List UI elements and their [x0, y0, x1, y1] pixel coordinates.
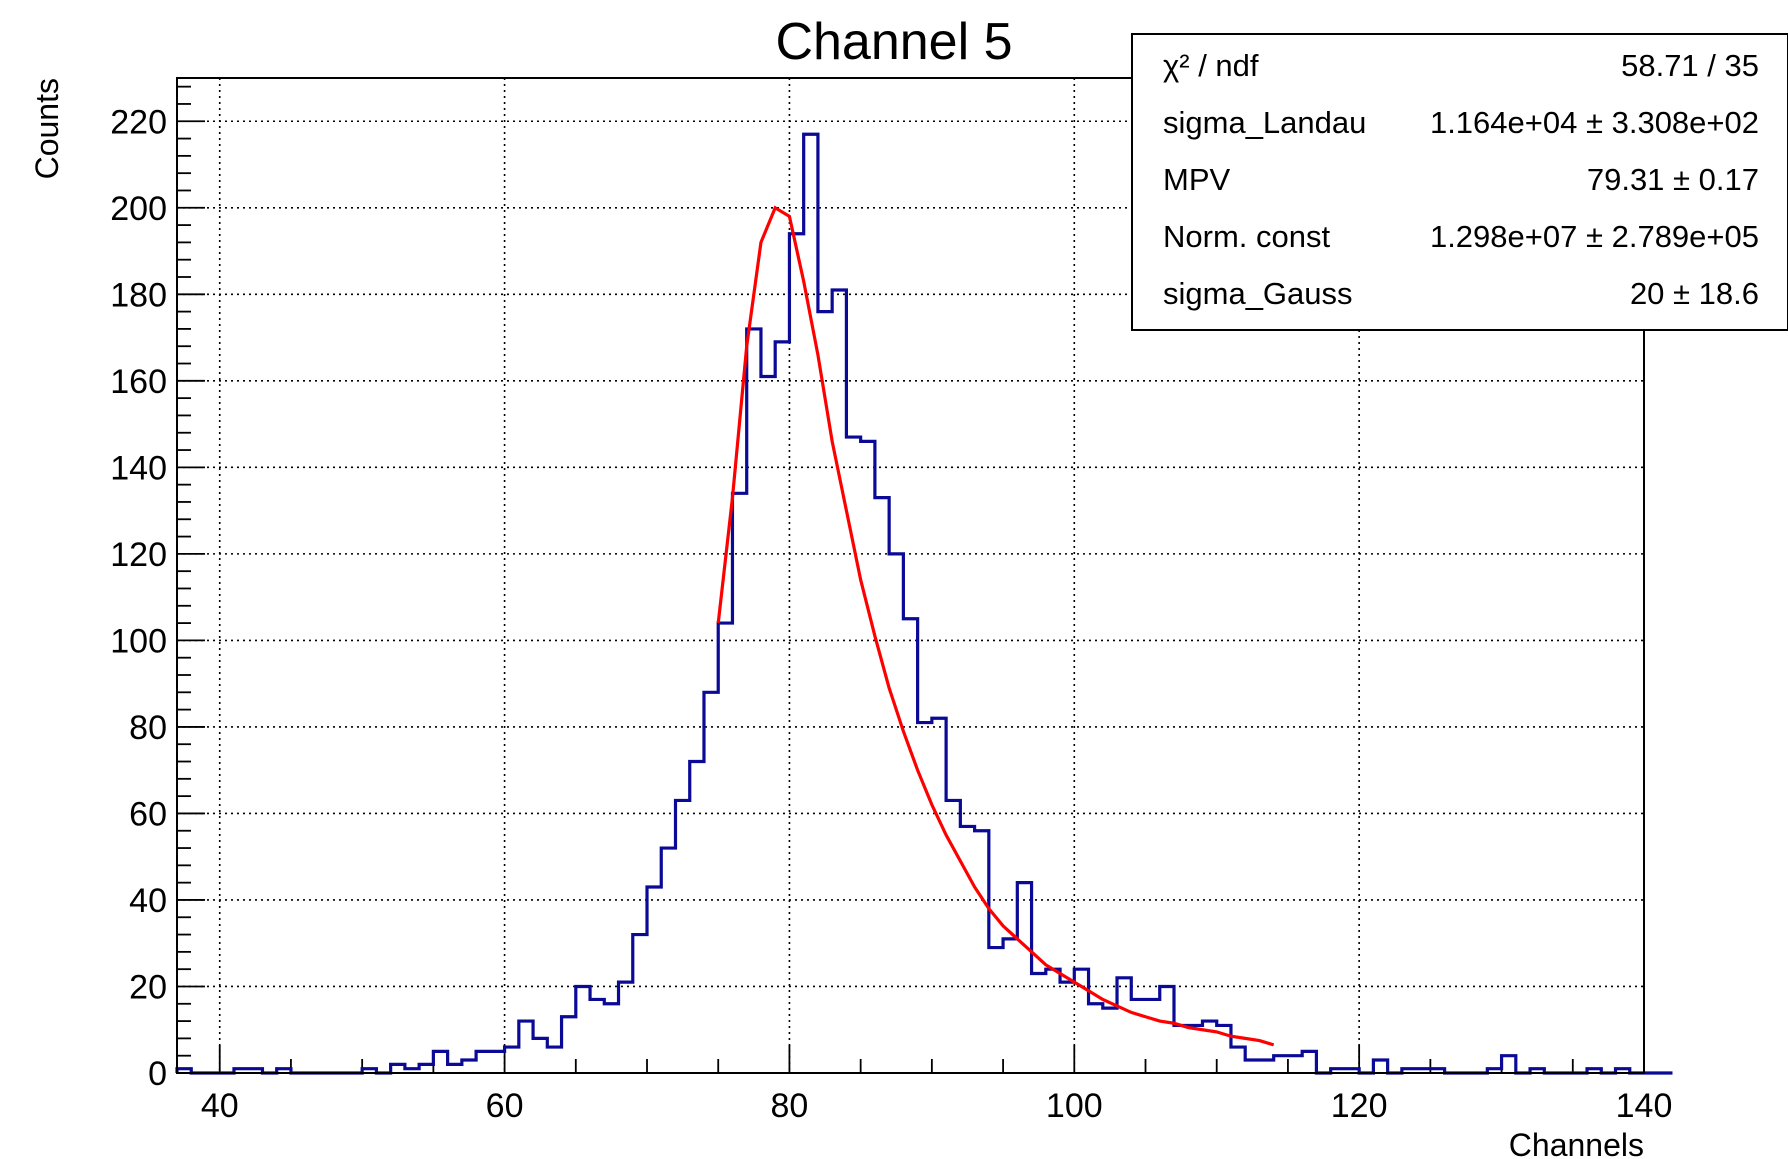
stats-label: MPV [1163, 162, 1231, 197]
x-tick-label: 40 [201, 1087, 239, 1125]
x-tick-label: 140 [1616, 1087, 1673, 1125]
x-tick-label: 60 [486, 1087, 524, 1125]
plot-frame [176, 77, 1645, 1074]
fit-stats-box: χ² / ndf 58.71 / 35 sigma_Landau 1.164e+… [1131, 33, 1788, 331]
stats-row-sigma-gauss: sigma_Gauss 20 ± 18.6 [1163, 269, 1759, 319]
y-tick-label: 40 [129, 882, 167, 920]
y-tick-label: 120 [110, 536, 167, 574]
stats-row-sigma-landau: sigma_Landau 1.164e+04 ± 3.308e+02 [1163, 98, 1759, 148]
y-tick-label: 20 [129, 968, 167, 1006]
y-axis-label: Counts [29, 78, 65, 179]
x-axis-label: Channels [1509, 1127, 1644, 1159]
stats-row-chi2: χ² / ndf 58.71 / 35 [1163, 41, 1759, 91]
y-tick-label: 100 [110, 622, 167, 660]
stats-label: sigma_Gauss [1163, 276, 1353, 311]
stats-label: Norm. const [1163, 219, 1331, 254]
stats-value: 1.298e+07 ± 2.789e+05 [1429, 219, 1759, 254]
x-tick-label: 120 [1331, 1087, 1388, 1125]
x-tick-labels: 40 60 80 100 120 140 [201, 1087, 1673, 1125]
stats-value: 79.31 ± 0.17 [1586, 162, 1759, 197]
y-tick-label: 220 [110, 103, 167, 141]
stats-label: χ² / ndf [1163, 48, 1259, 83]
y-tick-label: 60 [129, 795, 167, 833]
x-tick-label: 80 [771, 1087, 809, 1125]
stats-row-norm-const: Norm. const 1.298e+07 ± 2.789e+05 [1163, 212, 1759, 262]
stats-value: 1.164e+04 ± 3.308e+02 [1429, 105, 1759, 140]
stats-label: sigma_Landau [1163, 105, 1367, 140]
histogram-series [175, 132, 1673, 1075]
y-tick-label: 200 [110, 190, 167, 228]
stats-value: 58.71 / 35 [1621, 48, 1759, 83]
y-tick-label: 80 [129, 709, 167, 747]
stats-value: 20 ± 18.6 [1629, 276, 1759, 311]
y-tick-labels: 0 20 40 60 80 100 120 140 160 180 200 220 [110, 103, 167, 1093]
y-tick-label: 0 [148, 1055, 167, 1093]
grid-lines [177, 78, 1644, 1073]
stats-row-mpv: MPV 79.31 ± 0.17 [1163, 155, 1759, 205]
chart-title: Channel 5 [775, 13, 1013, 71]
y-tick-label: 140 [110, 449, 167, 487]
y-tick-label: 180 [110, 276, 167, 314]
x-tick-label: 100 [1046, 1087, 1103, 1125]
y-tick-label: 160 [110, 363, 167, 401]
fit-curve [716, 205, 1275, 1047]
